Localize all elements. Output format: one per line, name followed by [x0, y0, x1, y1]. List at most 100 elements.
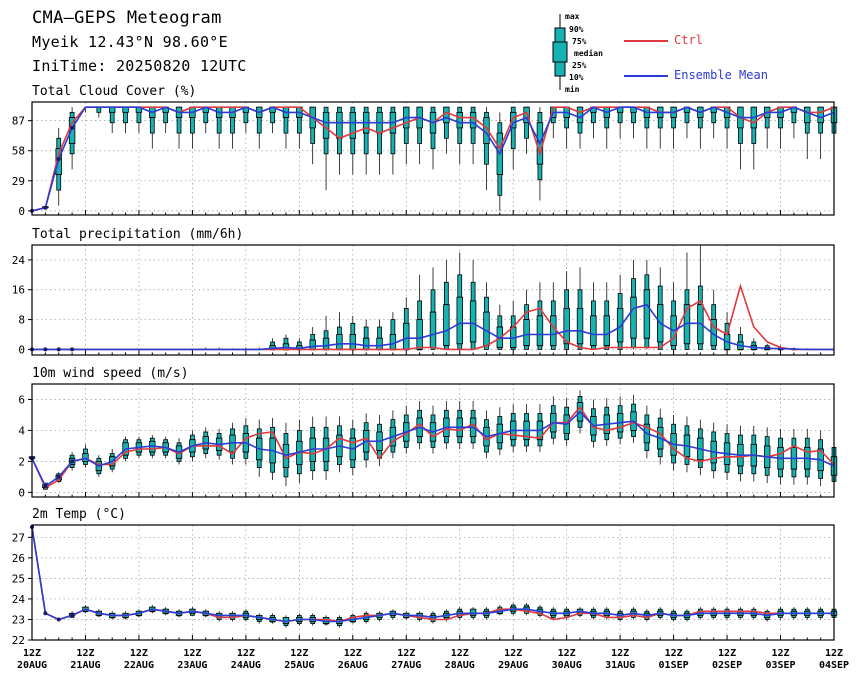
- precip-box-iqr: [349, 334, 357, 350]
- wind-box-upper: [216, 433, 222, 439]
- wind-box-upper: [591, 408, 596, 417]
- precip-box-iqr: [362, 337, 370, 350]
- temp-box-lower: [711, 614, 717, 618]
- temp-box-lower: [350, 621, 356, 623]
- wind-box-lower: [684, 456, 690, 465]
- x-tick-date: 02SEP: [712, 660, 742, 671]
- precip-box-upper: [684, 289, 690, 306]
- wind-box-lower: [657, 448, 663, 458]
- temp-box-lower: [751, 614, 757, 618]
- precip-box-upper: [377, 326, 382, 339]
- wind-box-upper: [350, 428, 356, 439]
- precip-box-upper: [444, 281, 449, 306]
- wind-box-lower: [203, 448, 209, 455]
- precip-box-iqr: [416, 319, 423, 350]
- x-tick-date: 25AUG: [284, 660, 314, 671]
- wind-box-lower: [631, 430, 636, 438]
- precip-box-iqr: [443, 304, 450, 347]
- cloud-box-lower: [778, 117, 783, 129]
- precip-box-upper: [564, 289, 570, 309]
- precip-box-lower: [537, 345, 543, 350]
- wind-box-lower: [149, 451, 155, 456]
- cloud-box-lower: [711, 111, 717, 124]
- cloud-box-lower: [497, 174, 503, 196]
- wind-box-lower: [283, 467, 289, 478]
- wind-box-upper: [778, 437, 783, 448]
- cloud-box-lower: [69, 143, 75, 155]
- wind-box-lower: [176, 457, 182, 462]
- wind-box-upper: [243, 425, 249, 434]
- wind-box-lower: [69, 464, 75, 468]
- cloud-mean-point: [43, 205, 48, 210]
- wind-box-lower: [778, 468, 783, 478]
- wind-frame: [31, 383, 835, 498]
- temp-box-lower: [123, 617, 128, 619]
- precip-ytick-label: 0: [18, 343, 25, 356]
- boxplot-legend: max 90% 75% median 25% 10% min: [548, 10, 658, 98]
- precip-box-upper: [617, 293, 623, 309]
- wind-mean-point: [70, 459, 75, 464]
- x-tick-date: 24AUG: [231, 660, 261, 671]
- temp-mean-point: [43, 611, 48, 616]
- wind-box-lower: [791, 468, 797, 478]
- cloud-box-iqr: [322, 111, 330, 139]
- temp-box-lower: [203, 614, 209, 617]
- legend-min: min: [565, 85, 580, 94]
- precip-box-iqr: [630, 296, 637, 339]
- wind-box-lower: [524, 439, 529, 447]
- cloud-box-lower: [149, 117, 155, 134]
- x-tick-hour: 12Z: [558, 648, 576, 659]
- cloud-box-upper: [510, 106, 516, 113]
- temp-box-lower: [738, 614, 743, 618]
- cloud-box-upper: [390, 106, 396, 113]
- precip-box-upper: [497, 315, 503, 328]
- wind-box-upper: [711, 431, 717, 442]
- temp-box-lower: [684, 617, 690, 620]
- cloud-box-lower: [109, 111, 115, 124]
- temp-box-lower: [697, 614, 703, 618]
- cloud-box-iqr: [469, 111, 477, 129]
- wind-box-upper: [403, 414, 409, 424]
- panel-title-precip: Total precipitation (mm/6h): [32, 227, 244, 242]
- wind-box-upper: [163, 439, 169, 444]
- precip-box-iqr: [403, 322, 410, 350]
- temp-ytick-label: 23: [12, 613, 25, 626]
- precip-box-upper: [337, 326, 342, 335]
- wind-box-upper: [96, 457, 102, 462]
- cloud-box-lower: [243, 111, 249, 124]
- cloud-ytick-label: 58: [12, 145, 25, 158]
- temp-box-lower: [804, 614, 810, 618]
- wind-box-lower: [818, 470, 823, 479]
- temp-box-lower: [377, 617, 382, 620]
- precip-box-upper: [604, 300, 610, 317]
- precip-box-lower: [617, 341, 623, 350]
- precip-box-lower: [524, 345, 529, 350]
- wind-box-upper: [203, 431, 209, 438]
- temp-box-lower: [778, 614, 783, 618]
- precip-box-upper: [350, 322, 356, 335]
- precip-box-lower: [764, 349, 770, 351]
- wind-box-lower: [550, 431, 556, 439]
- precip-box-upper: [738, 334, 743, 343]
- legend-ctrl-label: Ctrl: [674, 33, 703, 47]
- cloud-box-lower: [256, 117, 262, 134]
- wind-box-lower: [136, 451, 142, 456]
- precip-box-upper: [671, 300, 676, 317]
- cloud-box-iqr: [336, 111, 343, 139]
- temp-ytick-label: 26: [12, 552, 25, 565]
- cloud-box-upper: [350, 106, 356, 113]
- wind-box-upper: [497, 416, 503, 425]
- wind-box-lower: [216, 450, 222, 456]
- precip-box-lower: [644, 337, 650, 348]
- precip-box-lower: [564, 343, 570, 350]
- cloud-box-upper: [363, 106, 369, 113]
- wind-box-upper: [323, 426, 329, 439]
- cloud-box-lower: [203, 111, 209, 124]
- wind-box-lower: [123, 454, 128, 459]
- temp-box-lower: [136, 614, 142, 617]
- temp-frame: [31, 524, 835, 641]
- x-tick-date: 28AUG: [445, 660, 475, 671]
- wind-box-upper: [697, 428, 703, 439]
- wind-box-upper: [296, 430, 302, 442]
- temp-ytick-label: 24: [12, 593, 26, 606]
